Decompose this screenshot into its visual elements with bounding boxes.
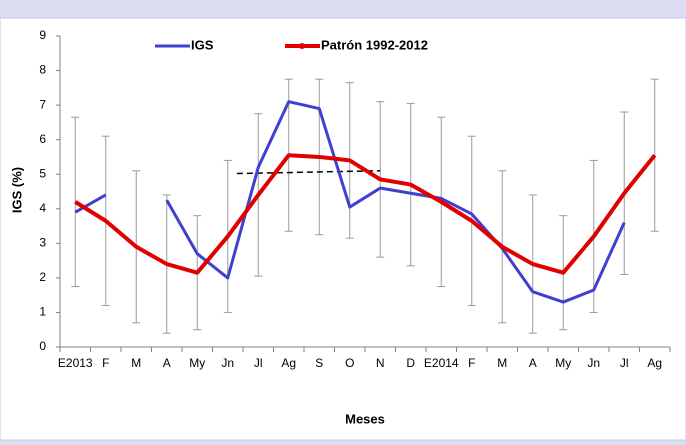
series-line (74, 100, 626, 304)
y-tick-label: 4 (39, 201, 46, 215)
x-tick-label: N (376, 356, 385, 370)
y-tick-label: 3 (39, 236, 46, 250)
y-tick-label: 7 (39, 97, 46, 111)
x-tick-label: M (131, 356, 141, 370)
x-tick-label: A (529, 356, 537, 370)
y-tick-label: 9 (39, 28, 46, 42)
x-tick-label: Jl (254, 356, 263, 370)
x-tick-label: S (315, 356, 323, 370)
x-tick-label: O (345, 356, 354, 370)
y-tick-label: 1 (39, 305, 46, 319)
plot-background (0, 17, 686, 441)
x-tick-label: Jn (587, 356, 600, 370)
x-tick-label: A (163, 356, 171, 370)
legend-label: IGS (191, 37, 214, 52)
x-tick-label: Ag (647, 356, 662, 370)
x-tick-label: E2013 (58, 356, 93, 370)
dashed-line (236, 170, 381, 175)
x-tick-label: D (406, 356, 415, 370)
x-axis-title: Meses (345, 411, 385, 426)
y-axis-title: IGS (%) (9, 167, 24, 213)
legend-marker (299, 43, 305, 49)
legend-label: Patrón 1992-2012 (321, 37, 428, 52)
y-tick-label: 6 (39, 132, 46, 146)
x-tick-label: Jl (620, 356, 629, 370)
y-tick-label: 2 (39, 270, 46, 284)
x-tick-label: F (468, 356, 475, 370)
x-tick-label: My (555, 356, 571, 370)
series-line (74, 153, 657, 275)
x-tick-label: Jn (221, 356, 234, 370)
x-tick-label: F (102, 356, 109, 370)
x-tick-label: M (497, 356, 507, 370)
y-tick-label: 5 (39, 166, 46, 180)
x-tick-label: Ag (281, 356, 296, 370)
x-tick-label: My (189, 356, 205, 370)
y-tick-label: 8 (39, 63, 46, 77)
x-tick-label: E2014 (424, 356, 459, 370)
y-tick-label: 0 (39, 339, 46, 353)
